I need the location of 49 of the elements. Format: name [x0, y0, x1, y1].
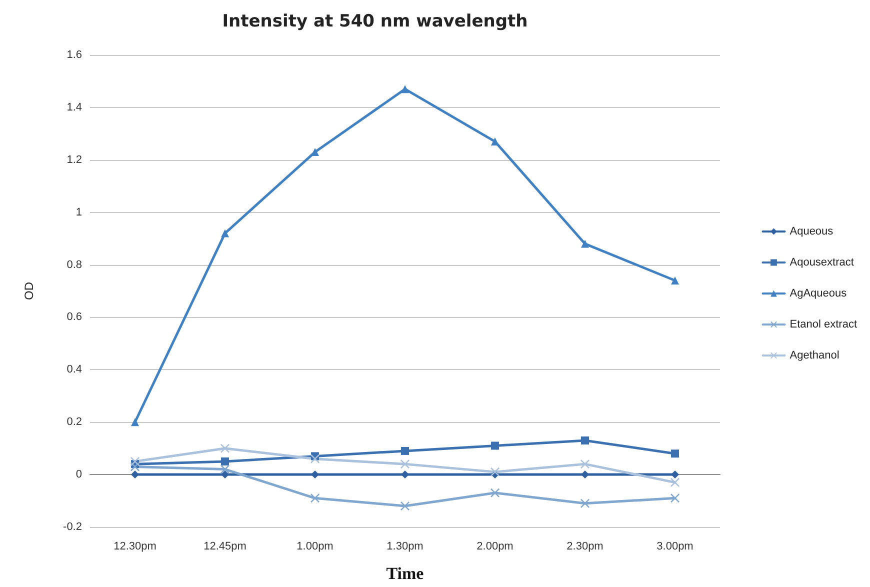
point [671, 450, 679, 458]
legend-label: AgAqueous [790, 288, 848, 300]
point [131, 470, 139, 479]
y-tick-label: 1 [76, 206, 82, 218]
x-tick-label: 2.00pm [476, 540, 514, 552]
y-tick-label: 0.2 [66, 416, 82, 428]
point [581, 436, 589, 444]
point [310, 494, 320, 503]
point [401, 446, 409, 455]
point [401, 85, 409, 94]
point [581, 240, 589, 248]
point [311, 470, 319, 479]
point [581, 470, 589, 479]
point [580, 498, 590, 508]
y-tick-label: 0.8 [66, 258, 82, 271]
x-axis-title: Time [386, 564, 424, 583]
legend-label: Etanol extract [790, 318, 858, 330]
y-tick-label: 1.2 [66, 154, 82, 166]
point [401, 470, 409, 479]
y-tick-label: 0.6 [66, 311, 82, 324]
point [491, 442, 499, 450]
chart-title: Intensity at 540 nm wavelength [222, 12, 528, 32]
x-tick-label: 2.30pm [566, 540, 604, 552]
y-tick-label: 0 [76, 468, 82, 481]
point [131, 418, 139, 426]
y-tick-label: 1.4 [66, 101, 82, 114]
point [221, 470, 229, 479]
point [671, 470, 679, 479]
y-tick-label: 1.6 [66, 49, 82, 61]
point [491, 138, 499, 146]
point [670, 494, 680, 503]
legend-label: Aqousextract [790, 256, 854, 268]
y-tick-label: 0.4 [66, 364, 82, 376]
point [310, 454, 320, 464]
point [130, 462, 140, 472]
x-tick-label: 3.00pm [656, 540, 694, 552]
point [220, 464, 230, 474]
x-tick-label: 12.30pm [114, 540, 156, 552]
legend-label: Agethanol [790, 350, 840, 362]
legend-label: Aqueous [790, 226, 834, 238]
point [221, 229, 229, 238]
x-tick-label: 1.30pm [386, 540, 424, 552]
y-tick-label: -0.2 [63, 521, 82, 533]
point [671, 276, 679, 285]
point [220, 444, 230, 453]
x-tick-label: 1.00pm [296, 540, 334, 552]
y-axis-title: OD [22, 282, 36, 300]
point [221, 457, 229, 466]
x-tick-label: 12.45pm [204, 540, 246, 552]
